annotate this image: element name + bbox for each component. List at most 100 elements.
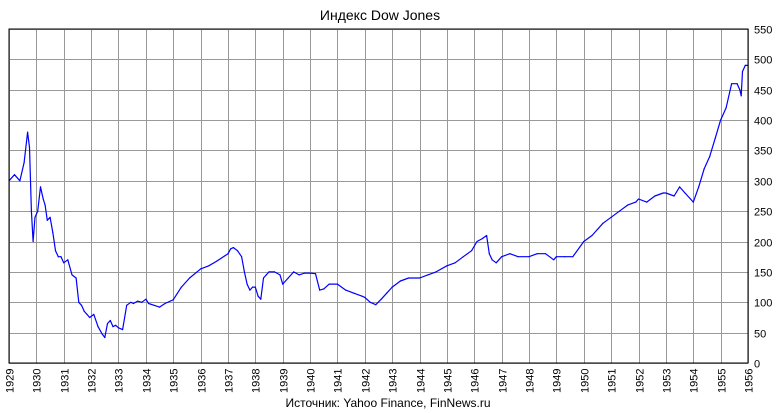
data-point (336, 283, 338, 285)
y-tick-label: 100 (754, 298, 772, 310)
data-point (227, 253, 229, 255)
data-point (544, 253, 547, 255)
x-tick-label: 1955 (717, 369, 729, 393)
series-layer (8, 64, 749, 339)
data-point (476, 240, 478, 243)
x-tick-label: 1943 (388, 369, 400, 393)
data-point (486, 234, 488, 237)
data-point (709, 155, 711, 158)
data-point (314, 273, 317, 275)
chart-source: Источник: Yahoo Finance, FinNews.ru (285, 396, 490, 410)
data-point (106, 322, 109, 325)
data-point (298, 274, 300, 276)
data-point (112, 326, 114, 328)
data-point (279, 274, 281, 276)
data-point (386, 292, 388, 294)
data-point (491, 259, 493, 261)
data-point (635, 201, 637, 203)
data-point (744, 64, 746, 66)
x-tick-label: 1946 (470, 369, 482, 393)
x-tick-label: 1929 (5, 369, 17, 393)
data-point (101, 333, 103, 335)
x-tick-label: 1950 (580, 369, 592, 393)
x-tick-label: 1932 (87, 369, 99, 393)
data-point (618, 210, 621, 212)
x-tick-label: 1944 (416, 369, 428, 393)
data-point (471, 250, 473, 252)
data-point (287, 277, 289, 279)
data-point (596, 228, 599, 230)
data-point (323, 288, 325, 290)
y-tick-label: 350 (754, 146, 772, 158)
data-point (319, 289, 321, 291)
data-point (698, 186, 700, 188)
x-tick-label: 1956 (744, 369, 756, 393)
data-point (509, 253, 511, 255)
data-point (679, 186, 681, 188)
x-tick-label: 1931 (60, 369, 72, 393)
data-point (692, 201, 694, 203)
data-point (52, 231, 54, 233)
y-tick-label: 500 (754, 55, 772, 67)
data-point (740, 95, 742, 97)
data-point (646, 201, 648, 203)
data-point (602, 222, 604, 224)
data-point (627, 204, 629, 206)
data-point (80, 304, 83, 306)
y-axis: 0 50 100 150 200 250 300 350 400 450 500 550 (754, 25, 772, 371)
data-point (391, 286, 393, 288)
data-point (32, 240, 34, 243)
data-point (180, 286, 182, 288)
x-tick-label: 1934 (142, 369, 154, 393)
data-point (122, 329, 124, 331)
data-point (684, 192, 686, 194)
x-tick-label: 1933 (114, 369, 126, 393)
x-tick-label: 1953 (662, 369, 674, 393)
data-point (232, 247, 234, 249)
x-tick-label: 1954 (689, 369, 701, 393)
data-point (104, 336, 106, 339)
x-axis: 1929 1930 1931 1932 1933 1934 1935 1936 1937 1938… (5, 369, 756, 393)
data-point (673, 195, 675, 197)
data-point (481, 237, 484, 240)
x-tick-label: 1930 (32, 369, 44, 393)
data-point (364, 296, 366, 298)
data-point (265, 274, 267, 276)
data-point (141, 301, 143, 303)
data-point (419, 277, 421, 279)
data-point (153, 304, 155, 306)
data-point (361, 295, 363, 297)
data-point (328, 283, 330, 285)
data-point (610, 216, 612, 218)
data-point (75, 277, 77, 279)
data-point (19, 180, 21, 182)
data-point (662, 192, 664, 194)
data-point (83, 310, 85, 312)
data-point (115, 324, 117, 326)
data-point (260, 298, 262, 300)
data-point (488, 253, 490, 255)
data-point (528, 256, 530, 258)
data-point (293, 271, 295, 273)
data-point (78, 301, 80, 303)
plot-frame (8, 28, 749, 364)
data-point (164, 302, 166, 305)
data-point (97, 326, 99, 328)
data-point (555, 256, 558, 258)
data-point (725, 107, 727, 109)
data-point (249, 289, 251, 291)
data-point (132, 302, 135, 305)
data-point (591, 234, 593, 237)
data-point (126, 304, 128, 306)
data-point (137, 300, 139, 302)
data-point (86, 313, 88, 315)
data-point (427, 274, 429, 276)
y-tick-label: 300 (754, 177, 772, 189)
data-point (262, 277, 265, 279)
data-point (665, 192, 667, 194)
data-point (241, 256, 243, 258)
x-tick-label: 1945 (443, 369, 455, 393)
data-point (39, 186, 42, 188)
data-point (252, 286, 254, 288)
